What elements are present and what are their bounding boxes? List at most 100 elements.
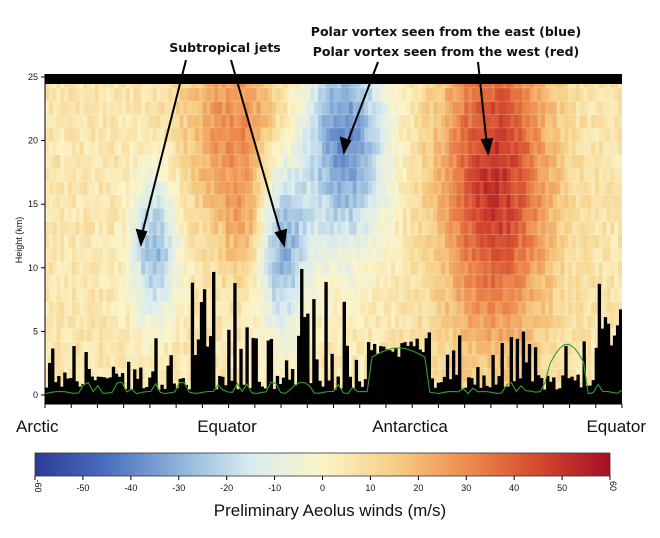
wind-cell [268,221,273,236]
wind-cell [464,167,469,182]
wind-cell [160,194,165,209]
wind-cell [541,288,546,302]
wind-cell [583,101,588,115]
wind-cell [360,101,365,115]
wind-cell [260,368,265,383]
wind-cell [179,261,184,276]
wind-cell [456,261,461,276]
wind-cell [548,234,554,249]
wind-cell [83,314,88,329]
wind-cell [387,328,392,342]
wind-cell [518,341,523,356]
wind-cell [295,301,300,316]
wind-cell [114,181,119,196]
wind-cell [325,167,331,182]
wind-cell [71,127,77,142]
wind-cell [91,154,96,169]
wind-cell [341,101,346,115]
wind-cell [237,194,242,209]
wind-cell [425,154,431,169]
wind-cell [421,141,427,155]
wind-cell [421,181,427,196]
wind-cell [575,181,581,196]
wind-cell [121,328,127,342]
wind-cell [302,141,307,155]
wind-cell [429,354,434,369]
wind-cell [64,248,69,262]
wind-cell [75,248,81,262]
wind-cell [91,274,96,289]
wind-cell [521,101,527,115]
wind-cell [379,181,384,196]
wind-cell [148,101,154,115]
wind-cell [79,328,84,342]
wind-cell [121,221,127,236]
wind-cell [106,301,111,316]
wind-cell [545,261,550,276]
wind-cell [118,288,123,302]
wind-cell [414,288,419,302]
wind-cell [229,194,234,209]
wind-cell [429,314,434,329]
wind-cell [556,194,561,209]
wind-cell [429,127,434,142]
wind-cell [129,234,134,249]
wind-cell [145,341,150,356]
wind-cell [45,141,50,155]
wind-cell [160,354,165,369]
wind-cell [537,288,542,302]
wind-cell [337,234,342,249]
wind-cell [379,234,384,249]
wind-cell [495,328,500,342]
wind-cell [541,167,546,182]
wind-cell [98,314,104,329]
wind-cell [579,208,584,222]
wind-cell [314,208,319,222]
wind-cell [456,141,461,155]
wind-cell [114,341,119,356]
wind-cell [71,181,77,196]
wind-cell [245,208,250,222]
wind-cell [379,328,384,342]
wind-cell [95,261,100,276]
wind-cell [183,114,188,129]
wind-cell [271,114,277,129]
wind-cell [564,328,569,342]
wind-cell [406,314,411,329]
wind-cell [595,87,600,102]
wind-cell [271,234,277,249]
wind-cell [245,154,250,169]
wind-cell [552,101,558,115]
wind-cell [337,314,342,329]
wind-cell [71,248,77,262]
wind-cell [360,181,365,196]
wind-cell [79,248,84,262]
wind-cell [414,221,419,236]
wind-cell [275,314,281,329]
wind-cell [48,127,54,142]
wind-cell [618,234,622,249]
wind-cell [368,141,373,155]
wind-cell [541,368,546,383]
wind-cell [187,181,192,196]
wind-cell [160,167,165,182]
wind-cell [579,101,584,115]
wind-cell [445,274,450,289]
ground-bar [388,350,392,404]
wind-cell [229,154,234,169]
wind-cell [106,288,111,302]
wind-cell [495,368,500,383]
wind-cell [406,288,411,302]
wind-cell [218,288,223,302]
wind-cell [510,167,515,182]
wind-cell [402,127,407,142]
wind-cell [356,248,361,262]
wind-cell [583,208,588,222]
wind-cell [364,114,369,129]
wind-cell [610,328,615,342]
wind-cell [225,234,231,249]
wind-cell [198,194,204,209]
ground-bar [327,380,331,404]
wind-cell [121,288,127,302]
wind-cell [579,328,584,342]
